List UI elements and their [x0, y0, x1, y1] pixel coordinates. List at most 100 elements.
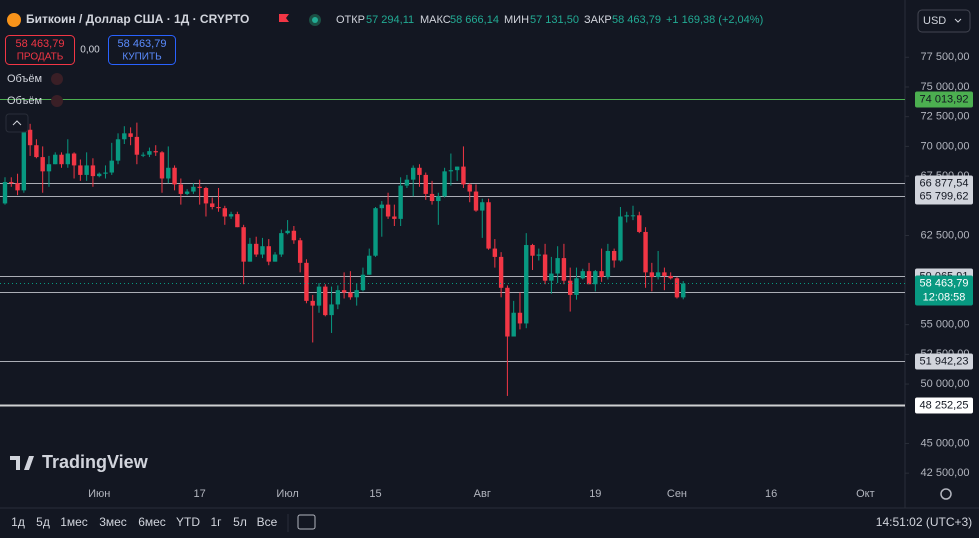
- candle-body: [662, 272, 667, 276]
- range-button[interactable]: 5д: [36, 515, 50, 529]
- indicator[interactable]: Объём: [7, 73, 42, 85]
- candle-body: [78, 165, 83, 175]
- x-tick-label: Окт: [856, 488, 875, 500]
- candle-body: [611, 250, 617, 261]
- candle-body: [222, 208, 227, 217]
- indicator[interactable]: Объём: [7, 95, 42, 107]
- candle-body: [27, 129, 33, 146]
- buy-price: 58 463,79: [118, 38, 167, 50]
- currency-select[interactable]: [917, 9, 971, 33]
- level-label: 48 252,25: [920, 399, 969, 411]
- ohlc-label: МИН: [504, 14, 529, 26]
- symbol[interactable]: Биткоин / Доллар США · 1Д · CRYPTO: [26, 12, 249, 26]
- candle-body: [655, 272, 661, 278]
- candle-body: [586, 271, 592, 285]
- plot: [0, 99, 905, 407]
- calendar-icon[interactable]: [297, 514, 316, 530]
- candle-body: [461, 166, 466, 185]
- candle-body: [134, 136, 140, 155]
- candle-body: [21, 129, 27, 191]
- candle-body: [354, 290, 359, 298]
- sell-button[interactable]: [5, 35, 75, 65]
- candle-body: [643, 231, 648, 273]
- chevron: [12, 120, 22, 126]
- candle-body: [630, 215, 636, 217]
- candle-body: [454, 166, 460, 171]
- warning-icon[interactable]: [51, 95, 63, 107]
- range-button[interactable]: 1мес: [60, 515, 88, 529]
- candle-body: [417, 167, 422, 175]
- ohlc-label: МАКС: [420, 14, 451, 26]
- candle-body: [316, 286, 322, 306]
- flag-icon[interactable]: [279, 14, 289, 22]
- candle-body: [103, 172, 108, 174]
- ohlc-label: ЗАКР: [584, 14, 612, 26]
- candle-body: [140, 154, 146, 156]
- range-button[interactable]: 3мес: [99, 515, 127, 529]
- collapse-button[interactable]: [5, 113, 29, 133]
- candle-body: [97, 173, 102, 177]
- range-button[interactable]: Все: [257, 515, 278, 529]
- ohlc-label: ОТКР: [336, 14, 365, 26]
- candle-body: [184, 191, 190, 194]
- candle-body: [668, 275, 673, 279]
- candle-body: [235, 214, 240, 228]
- candle-body: [115, 139, 121, 161]
- candle-body: [203, 187, 209, 204]
- range-button[interactable]: 1г: [210, 515, 222, 529]
- level-label: 66 877,54: [920, 177, 969, 189]
- chevron: [954, 18, 962, 23]
- candle-body: [429, 193, 435, 202]
- spread: 0,00: [80, 45, 100, 56]
- sell-price: 58 463,79: [16, 38, 65, 50]
- candle-body: [367, 255, 372, 275]
- level-label-bg: [915, 175, 973, 192]
- level-label-bg: [915, 397, 973, 414]
- candle-body: [323, 286, 328, 316]
- x-tick-label: Июл: [276, 488, 298, 500]
- range-button[interactable]: 1д: [11, 515, 25, 529]
- coin-icon: [7, 13, 21, 27]
- settings-icon[interactable]: [940, 488, 952, 500]
- candle-body: [618, 216, 623, 261]
- candle-body: [90, 165, 96, 177]
- candle-body: [624, 215, 629, 217]
- candle-body: [247, 243, 253, 262]
- range-button[interactable]: YTD: [176, 515, 200, 529]
- candle-body: [448, 170, 454, 172]
- candle-body: [304, 262, 309, 301]
- warning-icon[interactable]: [51, 73, 63, 85]
- range-button[interactable]: 5л: [233, 515, 247, 529]
- candle-body: [674, 278, 680, 298]
- candle-body: [561, 258, 567, 281]
- candle-body: [40, 157, 45, 172]
- y-tick-label: 50 000,00: [921, 378, 970, 390]
- x-tick-label: Авг: [474, 488, 491, 500]
- candle-body: [411, 167, 416, 180]
- candle-body: [272, 254, 278, 262]
- candle-body: [599, 271, 604, 278]
- level-label: 51 942,23: [920, 355, 969, 367]
- y-tick-label: 62 500,00: [921, 229, 970, 241]
- last-price: 58 463,79: [920, 277, 969, 289]
- y-tick-label: 77 500,00: [921, 51, 970, 63]
- buy-button[interactable]: [108, 35, 176, 65]
- candle-body: [524, 245, 529, 324]
- range-button[interactable]: 6мес: [138, 515, 166, 529]
- candle-body: [46, 164, 52, 172]
- candle-body: [15, 183, 20, 191]
- candle-body: [329, 304, 334, 316]
- candle-body: [637, 215, 642, 232]
- logo: TradingView: [42, 452, 149, 472]
- candle-body: [423, 174, 428, 194]
- candle-body: [568, 280, 573, 295]
- candle-body: [297, 240, 303, 263]
- candle-body: [279, 233, 284, 255]
- candle-body: [109, 160, 114, 173]
- candle-body: [285, 230, 290, 234]
- clock[interactable]: 14:51:02 (UTC+3): [876, 515, 972, 529]
- candle-body: [153, 151, 158, 153]
- change: +1 169,38 (+2,04%): [666, 14, 763, 26]
